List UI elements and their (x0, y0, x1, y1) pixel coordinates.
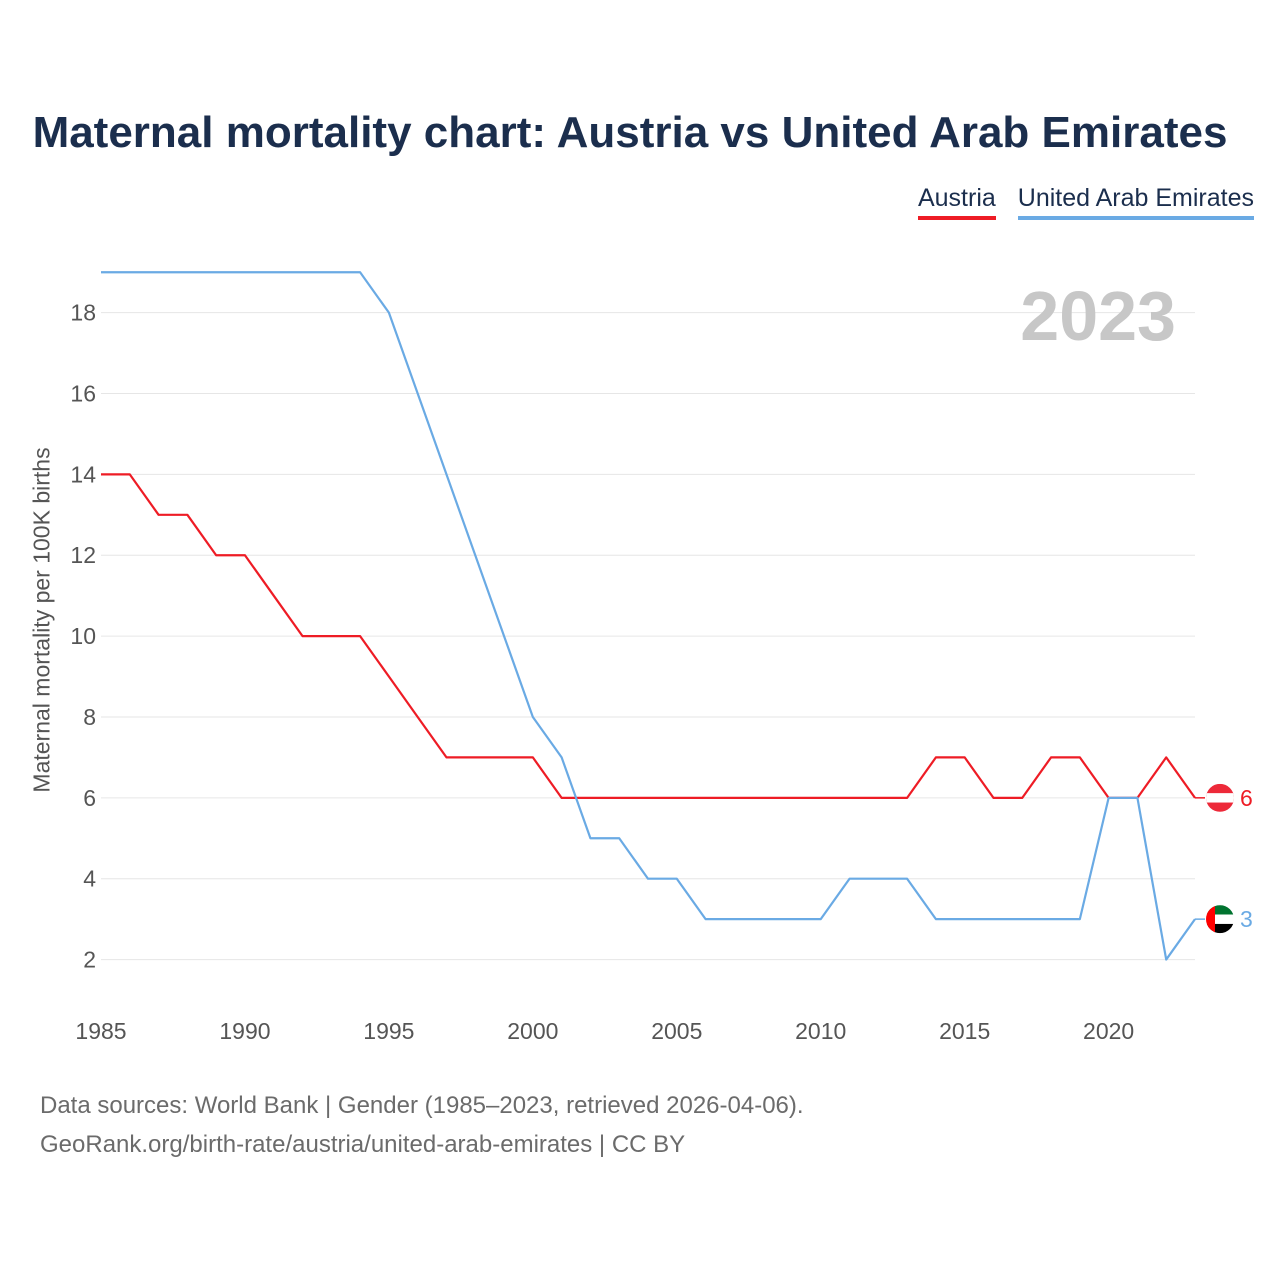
y-tick-label: 16 (70, 381, 96, 407)
x-tick-label: 2010 (795, 1018, 846, 1044)
series-layer (101, 271, 1196, 961)
y-tick-label: 14 (70, 461, 96, 487)
legend-item-united-arab-emirates[interactable]: United Arab Emirates (1017, 184, 1254, 220)
x-tick-label: 1985 (75, 1018, 126, 1044)
x-tick-label: 2005 (651, 1018, 702, 1044)
data-sources-text: Data sources: World Bank | Gender (1985–… (40, 1092, 804, 1119)
austria-flag-icon (1206, 783, 1234, 812)
y-tick-label: 10 (70, 623, 96, 649)
x-tick-label: 2000 (507, 1018, 558, 1044)
x-tick-label: 2020 (1083, 1018, 1134, 1044)
x-tick-label: 2015 (939, 1018, 990, 1044)
end-value-label: 6 (1240, 785, 1253, 811)
uae-flag-icon (1206, 905, 1234, 934)
y-tick-label: 4 (83, 866, 96, 892)
x-tick-label: 1995 (363, 1018, 414, 1044)
end-value-label: 3 (1240, 906, 1253, 932)
year-watermark: 2023 (1020, 277, 1176, 355)
y-tick-label: 18 (70, 300, 96, 326)
y-tick-label: 12 (70, 542, 96, 568)
footer: Data sources: World Bank | Gender (1985–… (40, 1086, 804, 1164)
end-markers: 63 (1195, 783, 1253, 934)
grid-layer (101, 312, 1195, 961)
y-tick-label: 2 (83, 947, 96, 973)
chart-title: Maternal mortality chart: Austria vs Uni… (32, 108, 1228, 157)
x-tick-label: 1990 (219, 1018, 270, 1044)
x-axis-ticks: 1985 1990 1995 2000 2005 2010 2015 2020 (75, 1018, 1134, 1044)
y-tick-label: 6 (83, 785, 96, 811)
legend: Austria United Arab Emirates (917, 184, 1254, 220)
y-axis-title: Maternal mortality per 100K births (28, 447, 55, 793)
source-url-text: GeoRank.org/birth-rate/austria/united-ar… (40, 1131, 686, 1158)
series-line-austria (101, 473, 1196, 799)
y-tick-label: 8 (83, 704, 96, 730)
y-axis-ticks: 2 4 6 8 10 12 14 16 18 (70, 300, 96, 973)
series-line-united-arab-emirates (101, 271, 1196, 961)
legend-item-austria[interactable]: Austria (917, 184, 996, 220)
